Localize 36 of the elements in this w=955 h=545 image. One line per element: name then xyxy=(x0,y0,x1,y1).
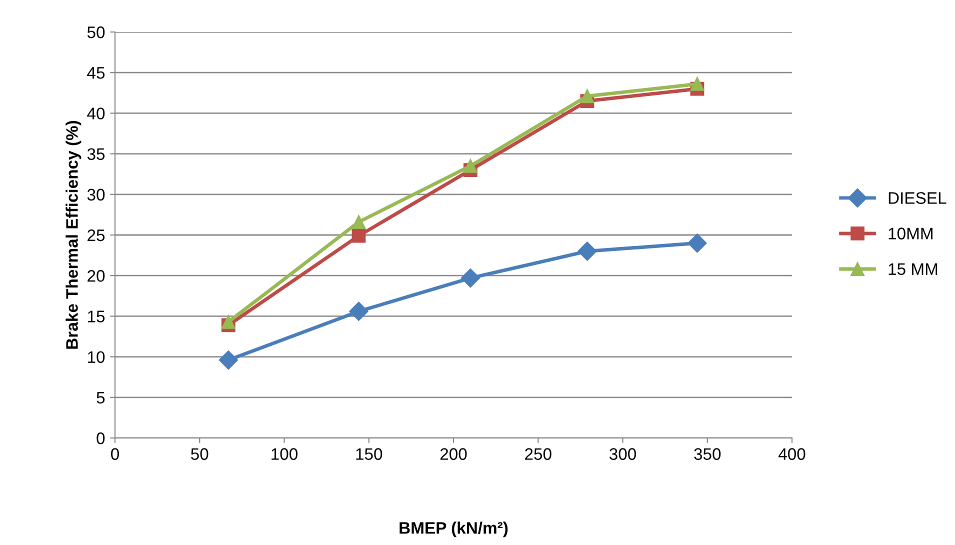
x-tick-label: 400 xyxy=(778,448,806,460)
point xyxy=(460,268,480,288)
y-tick-label: 25 xyxy=(88,229,105,242)
y-tick-label: 10 xyxy=(88,351,105,364)
y-tick-label: 50 xyxy=(87,26,105,38)
point xyxy=(221,314,236,329)
point xyxy=(218,350,238,370)
point xyxy=(352,228,366,243)
x-tick-label: 250 xyxy=(525,448,552,460)
y-tick-label: 20 xyxy=(88,270,105,282)
point xyxy=(349,302,368,321)
x-tick-label: 300 xyxy=(609,448,636,460)
y-tick-label: 45 xyxy=(87,67,105,79)
x-tick-label: 50 xyxy=(191,448,208,460)
x-tick-label: 200 xyxy=(440,448,467,460)
y-tick-label: 35 xyxy=(87,148,105,160)
point xyxy=(690,77,704,91)
y-tick-label: 5 xyxy=(96,392,105,404)
legend-label: 10MM xyxy=(888,228,932,240)
x-tick-label: 150 xyxy=(356,448,382,460)
x-tick-label: 0 xyxy=(111,448,119,460)
x-tick-label: 100 xyxy=(272,448,298,460)
y-tick-label: 15 xyxy=(88,310,105,322)
x-axis-title: BMEP (kN/m²) xyxy=(400,522,508,538)
legend-label: 15 MM xyxy=(888,263,938,276)
x-tick-label: 350 xyxy=(694,448,721,460)
legend-label: DIESEL xyxy=(888,192,946,204)
y-tick-label: 30 xyxy=(87,188,105,201)
point xyxy=(352,215,366,229)
y-tick-label: 0 xyxy=(96,432,105,444)
point xyxy=(688,234,707,253)
y-axis-title: Brake Thermal Efficiency (%) xyxy=(66,120,82,349)
y-tick-label: 40 xyxy=(87,108,105,120)
point xyxy=(463,159,478,173)
point xyxy=(578,242,597,261)
point xyxy=(580,89,594,104)
